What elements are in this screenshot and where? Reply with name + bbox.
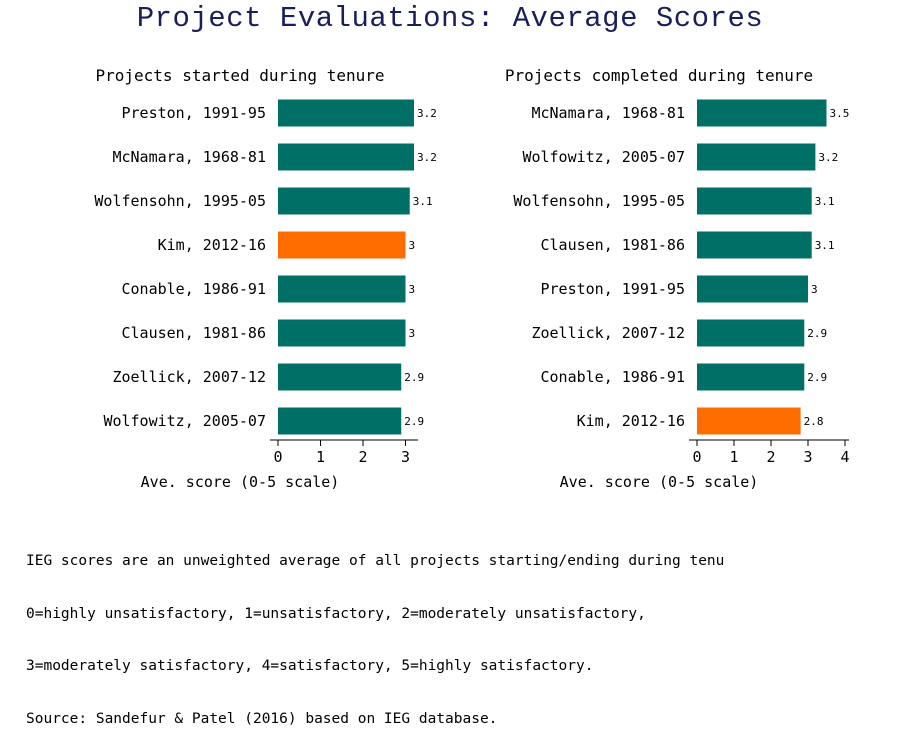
category-label: Kim, 2012-16 <box>158 236 266 254</box>
bar <box>697 143 816 171</box>
bar <box>278 363 402 391</box>
bar <box>697 231 812 259</box>
x-tick-label: 1 <box>316 448 325 466</box>
category-label: Wolfowitz, 2005-07 <box>522 148 685 166</box>
category-label: Zoellick, 2007-12 <box>531 324 685 342</box>
value-label: 3.2 <box>417 151 437 164</box>
value-label: 3.1 <box>815 195 835 208</box>
category-label: Wolfowitz, 2005-07 <box>103 412 266 430</box>
category-label: Preston, 1991-95 <box>122 104 267 122</box>
value-label: 3.5 <box>830 107 850 120</box>
footnote: IEG scores are an unweighted average of … <box>26 518 900 746</box>
value-label: 2.9 <box>404 371 424 384</box>
category-label: Conable, 1986-91 <box>541 368 686 386</box>
bar <box>278 99 414 127</box>
x-tick-label: 0 <box>273 448 282 466</box>
bar <box>278 319 406 347</box>
footnote-line-2: 0=highly unsatisfactory, 1=unsatisfactor… <box>26 605 646 622</box>
x-tick-label: 2 <box>358 448 367 466</box>
category-label: Kim, 2012-16 <box>577 412 685 430</box>
bar <box>278 187 410 215</box>
x-tick-label: 1 <box>729 448 738 466</box>
category-label: Clausen, 1981-86 <box>541 236 686 254</box>
x-tick-label: 2 <box>766 448 775 466</box>
bar <box>697 319 805 347</box>
x-tick-label: 3 <box>401 448 410 466</box>
panel-title: Projects started during tenure <box>96 66 385 85</box>
value-label: 3.2 <box>818 151 838 164</box>
bar <box>697 407 801 435</box>
category-label: Preston, 1991-95 <box>541 280 686 298</box>
chart-canvas: Projects started during tenure Preston, 1… <box>94 66 850 491</box>
category-label: Clausen, 1981-86 <box>122 324 267 342</box>
panel-completed: Projects completed during tenure McNamara… <box>505 66 850 491</box>
value-label: 2.8 <box>804 415 824 428</box>
value-label: 3 <box>811 283 818 296</box>
bar <box>278 231 406 259</box>
category-label: Wolfensohn, 1995-05 <box>94 192 266 210</box>
value-label: 3 <box>409 283 416 296</box>
category-label: McNamara, 1968-81 <box>112 148 266 166</box>
category-label: Conable, 1986-91 <box>122 280 267 298</box>
value-label: 3 <box>409 327 416 340</box>
footnote-line-3: 3=moderately satisfactory, 4=satisfactor… <box>26 658 594 674</box>
x-axis-label: Ave. score (0-5 scale) <box>560 473 759 491</box>
value-label: 2.9 <box>404 415 424 428</box>
value-label: 2.9 <box>807 371 827 384</box>
bar <box>697 187 812 215</box>
chart-title: Project Evaluations: Average Scores <box>136 2 764 35</box>
value-label: 3.1 <box>413 195 433 208</box>
bar <box>278 143 414 171</box>
x-axis-label: Ave. score (0-5 scale) <box>141 473 340 491</box>
bar <box>278 275 406 303</box>
panel-title: Projects completed during tenure <box>505 66 813 85</box>
bar <box>697 363 805 391</box>
x-tick-label: 3 <box>803 448 812 466</box>
value-label: 3.1 <box>815 239 835 252</box>
bar <box>697 99 827 127</box>
value-label: 3 <box>409 239 416 252</box>
panel-started: Projects started during tenure Preston, 1… <box>94 66 436 491</box>
x-tick-label: 0 <box>692 448 701 466</box>
value-label: 2.9 <box>807 327 827 340</box>
x-tick-label: 4 <box>840 448 849 466</box>
bar <box>697 275 808 303</box>
category-label: McNamara, 1968-81 <box>531 104 685 122</box>
bar <box>278 407 402 435</box>
value-label: 3.2 <box>417 107 437 120</box>
category-label: Wolfensohn, 1995-05 <box>513 192 685 210</box>
footnote-line-1: IEG scores are an unweighted average of … <box>26 553 725 569</box>
category-label: Zoellick, 2007-12 <box>112 368 266 386</box>
footnote-line-4: Source: Sandefur & Patel (2016) based on… <box>26 710 498 727</box>
